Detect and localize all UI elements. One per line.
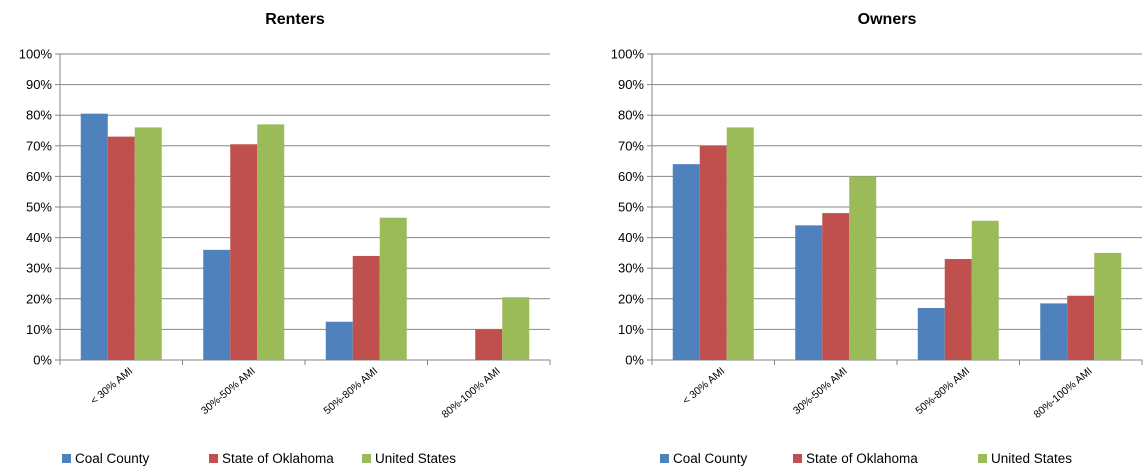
bar-united-states-2 (379, 217, 407, 360)
legend-label: State of Oklahoma (806, 451, 918, 466)
y-tick-label: 10% (26, 322, 52, 337)
legend-label: Coal County (673, 451, 748, 466)
x-tick-label: < 30% AMI (680, 365, 727, 407)
x-tick-label: 30%-50% AMI (791, 365, 850, 417)
chart-1: Owners 0% 10% 20% 30% 40% 50% 60% 70% 80% 90% 100% <… (611, 11, 1143, 466)
bar-state-of-oklahoma-0 (699, 145, 727, 360)
legend-swatch (209, 454, 218, 463)
bar-state-of-oklahoma-2 (352, 255, 380, 360)
y-tick-label: 70% (618, 138, 644, 153)
bar-coal-county-0 (672, 164, 700, 360)
chart-title: Renters (265, 11, 325, 28)
y-tick-label: 60% (26, 169, 52, 184)
y-tick-label: 70% (26, 138, 52, 153)
legend-label: State of Oklahoma (222, 451, 334, 466)
bar-united-states-3 (1094, 252, 1122, 360)
bar-coal-county-2 (917, 307, 945, 360)
x-tick-label: 50%-80% AMI (321, 365, 380, 417)
x-tick-label: 50%-80% AMI (913, 365, 972, 417)
y-tick-label: 50% (618, 200, 644, 215)
legend-label: United States (991, 451, 1072, 466)
bar-state-of-oklahoma-3 (475, 329, 503, 360)
bar-coal-county-1 (795, 225, 823, 360)
y-tick-label: 30% (26, 261, 52, 276)
y-tick-label: 90% (618, 77, 644, 92)
x-tick-label: 80%-100% AMI (1032, 365, 1095, 421)
y-tick-label: 20% (618, 291, 644, 306)
legend-swatch (978, 454, 987, 463)
y-tick-label: 50% (26, 200, 52, 215)
y-tick-label: 80% (618, 108, 644, 123)
legend: Coal County State of Oklahoma United State… (62, 451, 456, 466)
legend: Coal County State of Oklahoma United State… (660, 451, 1072, 466)
legend-swatch (660, 454, 669, 463)
bar-coal-county-1 (203, 249, 231, 360)
y-tick-label: 40% (618, 230, 644, 245)
bar-coal-county-0 (80, 113, 108, 360)
y-tick-label: 100% (611, 47, 645, 62)
bar-state-of-oklahoma-1 (230, 144, 258, 360)
y-tick-label: 10% (618, 322, 644, 337)
chart-title: Owners (858, 11, 917, 28)
y-tick-label: 100% (19, 47, 53, 62)
y-tick-label: 80% (26, 108, 52, 123)
y-tick-label: 0% (33, 353, 52, 368)
legend-label: United States (375, 451, 456, 466)
y-tick-label: 20% (26, 291, 52, 306)
bar-united-states-0 (134, 127, 162, 360)
bar-united-states-3 (502, 297, 530, 360)
x-tick-label: < 30% AMI (88, 365, 135, 407)
legend-label: Coal County (75, 451, 150, 466)
legend-swatch (62, 454, 71, 463)
y-tick-label: 60% (618, 169, 644, 184)
bar-state-of-oklahoma-0 (107, 136, 135, 360)
x-tick-label: 80%-100% AMI (440, 365, 503, 421)
chart-0: Renters 0% 10% 20% 30% 40% 50% 60% 70% 80% 90% 100%… (19, 11, 551, 466)
legend-swatch (793, 454, 802, 463)
bar-united-states-1 (849, 176, 877, 360)
bar-united-states-1 (257, 124, 285, 360)
y-tick-label: 90% (26, 77, 52, 92)
bar-united-states-2 (971, 220, 999, 360)
bar-state-of-oklahoma-2 (944, 259, 972, 360)
bar-united-states-0 (726, 127, 754, 360)
bar-coal-county-2 (325, 321, 353, 360)
bar-state-of-oklahoma-3 (1067, 295, 1095, 360)
y-tick-label: 0% (625, 353, 644, 368)
bar-coal-county-3 (1040, 303, 1068, 360)
x-tick-label: 30%-50% AMI (199, 365, 258, 417)
y-tick-label: 40% (26, 230, 52, 245)
bar-state-of-oklahoma-1 (822, 213, 850, 360)
legend-swatch (362, 454, 371, 463)
y-tick-label: 30% (618, 261, 644, 276)
